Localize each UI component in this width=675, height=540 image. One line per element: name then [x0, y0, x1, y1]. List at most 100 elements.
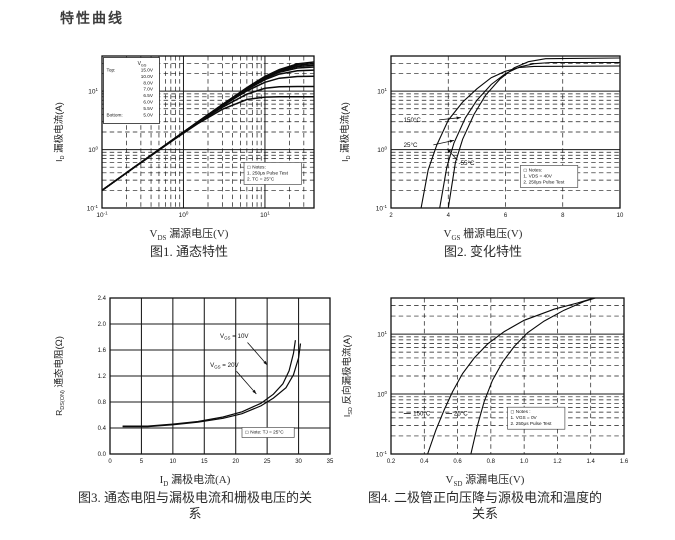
figure-4-chart: 0.2 0.4 0.6 0.8 1.0 1.2 1.4 1.6 101 100 10-1 ISD 反向… [341, 297, 629, 465]
series-curve [470, 298, 598, 454]
curve-label: VGS = 10V [220, 333, 249, 340]
figure-1-chart: 10-1 100 101 101 100 10-1 ID 漏极电流(A) VGS Top: 15.… [53, 55, 315, 219]
curve-label: VGS = 20V [210, 362, 239, 369]
figure-1: 10-1 100 101 101 100 10-1 ID 漏极电流(A) VGS Top: 15.… [50, 50, 328, 260]
series-curve [420, 65, 620, 208]
svg-text:2.0: 2.0 [98, 322, 107, 328]
svg-text:10-1: 10-1 [96, 210, 108, 219]
curves [122, 340, 302, 428]
svg-text:101: 101 [377, 330, 387, 339]
svg-text:0.6: 0.6 [453, 459, 462, 465]
svg-text:◻ Note: TJ = 25°C: ◻ Note: TJ = 25°C [245, 429, 284, 434]
svg-text:0.4: 0.4 [98, 426, 107, 432]
plot-grid [391, 298, 624, 454]
figure-3-xaxis-label: ID 漏极电流(A) [159, 474, 231, 489]
curve-label: 150°C [413, 410, 431, 417]
svg-text:1.6: 1.6 [620, 459, 629, 465]
y-axis-label: ID 漏极电流(A) [53, 102, 66, 162]
svg-text:2. TC = 25°C: 2. TC = 25°C [247, 176, 275, 181]
y-axis-label: RDS(ON) 通态电阻(Ω) [53, 336, 66, 416]
svg-text:1. VDS = 40V: 1. VDS = 40V [523, 173, 552, 178]
curve-label: 25°C [454, 410, 468, 417]
svg-text:6: 6 [504, 213, 508, 219]
svg-text:15.0V: 15.0V [141, 68, 154, 73]
figure-2-xaxis-label: VGS 栅源电压(V) [443, 228, 523, 243]
plot-grid [110, 298, 330, 454]
series-curve [122, 340, 296, 427]
svg-text:101: 101 [377, 87, 387, 96]
notes-box: ◻ Note: TJ = 25°C [241, 427, 295, 438]
svg-text:25: 25 [264, 459, 271, 465]
curves [420, 57, 620, 208]
series-curve [427, 298, 595, 454]
svg-text:100: 100 [377, 145, 387, 154]
figure-3: 0 5 10 15 20 25 30 35 0.0 0.4 0.8 1.2 1.6 2.0 2.4 RDS(O… [50, 292, 340, 522]
svg-text:1. 250μs Pulse Test: 1. 250μs Pulse Test [247, 170, 289, 175]
svg-text:2.4: 2.4 [98, 296, 107, 302]
series-curve [122, 343, 302, 428]
series-curve [439, 61, 620, 208]
figure-4-caption: 图4. 二极管正向压降与源极电流和温度的关系 [367, 490, 602, 522]
plot-frame [390, 55, 621, 209]
page-title: 特性曲线 [60, 12, 124, 27]
svg-text:0.0: 0.0 [98, 452, 107, 458]
svg-text:VGS: VGS [138, 61, 147, 67]
svg-text:100: 100 [179, 210, 189, 219]
plot-grid [391, 56, 620, 208]
svg-text:1.2: 1.2 [553, 459, 562, 465]
svg-text:1.4: 1.4 [587, 459, 596, 465]
svg-text:8: 8 [561, 213, 565, 219]
svg-text:30: 30 [295, 459, 302, 465]
curves [102, 61, 314, 192]
figure-1-xaxis-label: VDS 漏源电压(V) [149, 228, 229, 243]
svg-text:1.2: 1.2 [98, 374, 107, 380]
plot-frame [101, 55, 315, 209]
figure-2-caption: 图2. 变化特性 [443, 244, 522, 260]
curve-label: -55°C [459, 160, 475, 167]
figure-4: 0.2 0.4 0.6 0.8 1.0 1.2 1.4 1.6 101 100 10-1 ISD 反向… [338, 292, 632, 522]
y-axis-label: ISD 反向漏极电流(A) [341, 335, 354, 417]
svg-text:5.0V: 5.0V [143, 112, 154, 117]
series-curve [447, 57, 620, 208]
curve-label: 150°C [404, 117, 422, 124]
svg-text:Bottom:: Bottom: [107, 112, 123, 117]
svg-text:2. 250μs Pulse Test: 2. 250μs Pulse Test [523, 179, 565, 184]
svg-text:Top:: Top: [107, 68, 116, 73]
svg-text:7.0V: 7.0V [143, 87, 154, 92]
plot-frame [109, 297, 331, 455]
svg-text:4: 4 [447, 213, 451, 219]
figure-2: 2 4 6 8 10 101 100 10-1 ID 漏极电流(A) ◻ Notes: 1. VDS… [336, 50, 630, 260]
svg-text:6.5V: 6.5V [143, 93, 154, 98]
svg-text:8.0V: 8.0V [143, 80, 154, 85]
figure-2-chart: 2 4 6 8 10 101 100 10-1 ID 漏极电流(A) ◻ Notes:1. VDS… [339, 55, 624, 219]
svg-text:0.2: 0.2 [387, 459, 396, 465]
svg-text:10-1: 10-1 [376, 204, 388, 213]
svg-text:0.8: 0.8 [487, 459, 496, 465]
figure-3-chart: 0 5 10 15 20 25 30 35 0.0 0.4 0.8 1.2 1.6 2.0 2.4 RDS(O… [53, 296, 334, 465]
y-axis-label: ID 漏极电流(A) [339, 102, 352, 162]
svg-text:2: 2 [389, 213, 393, 219]
svg-text:10.0V: 10.0V [141, 74, 154, 79]
svg-text:◻ Notes :: ◻ Notes : [511, 409, 531, 414]
svg-text:1.0: 1.0 [520, 459, 529, 465]
svg-text:10: 10 [170, 459, 177, 465]
svg-text:101: 101 [260, 210, 270, 219]
svg-text:5.5V: 5.5V [143, 106, 154, 111]
svg-text:1.6: 1.6 [98, 348, 107, 354]
svg-text:35: 35 [327, 459, 334, 465]
plot-frame [390, 297, 625, 455]
svg-text:0: 0 [108, 459, 112, 465]
svg-text:2. 250μs Pulse Test: 2. 250μs Pulse Test [511, 421, 553, 426]
svg-text:15: 15 [201, 459, 208, 465]
figure-1-caption: 图1. 通态特性 [149, 244, 228, 260]
svg-text:6.0V: 6.0V [143, 100, 154, 105]
curves [427, 298, 598, 454]
svg-text:◻ Notes:: ◻ Notes: [247, 164, 266, 169]
svg-text:0.8: 0.8 [98, 400, 107, 406]
curve-label: 25°C [404, 142, 418, 149]
svg-text:20: 20 [232, 459, 239, 465]
svg-text:5: 5 [140, 459, 144, 465]
